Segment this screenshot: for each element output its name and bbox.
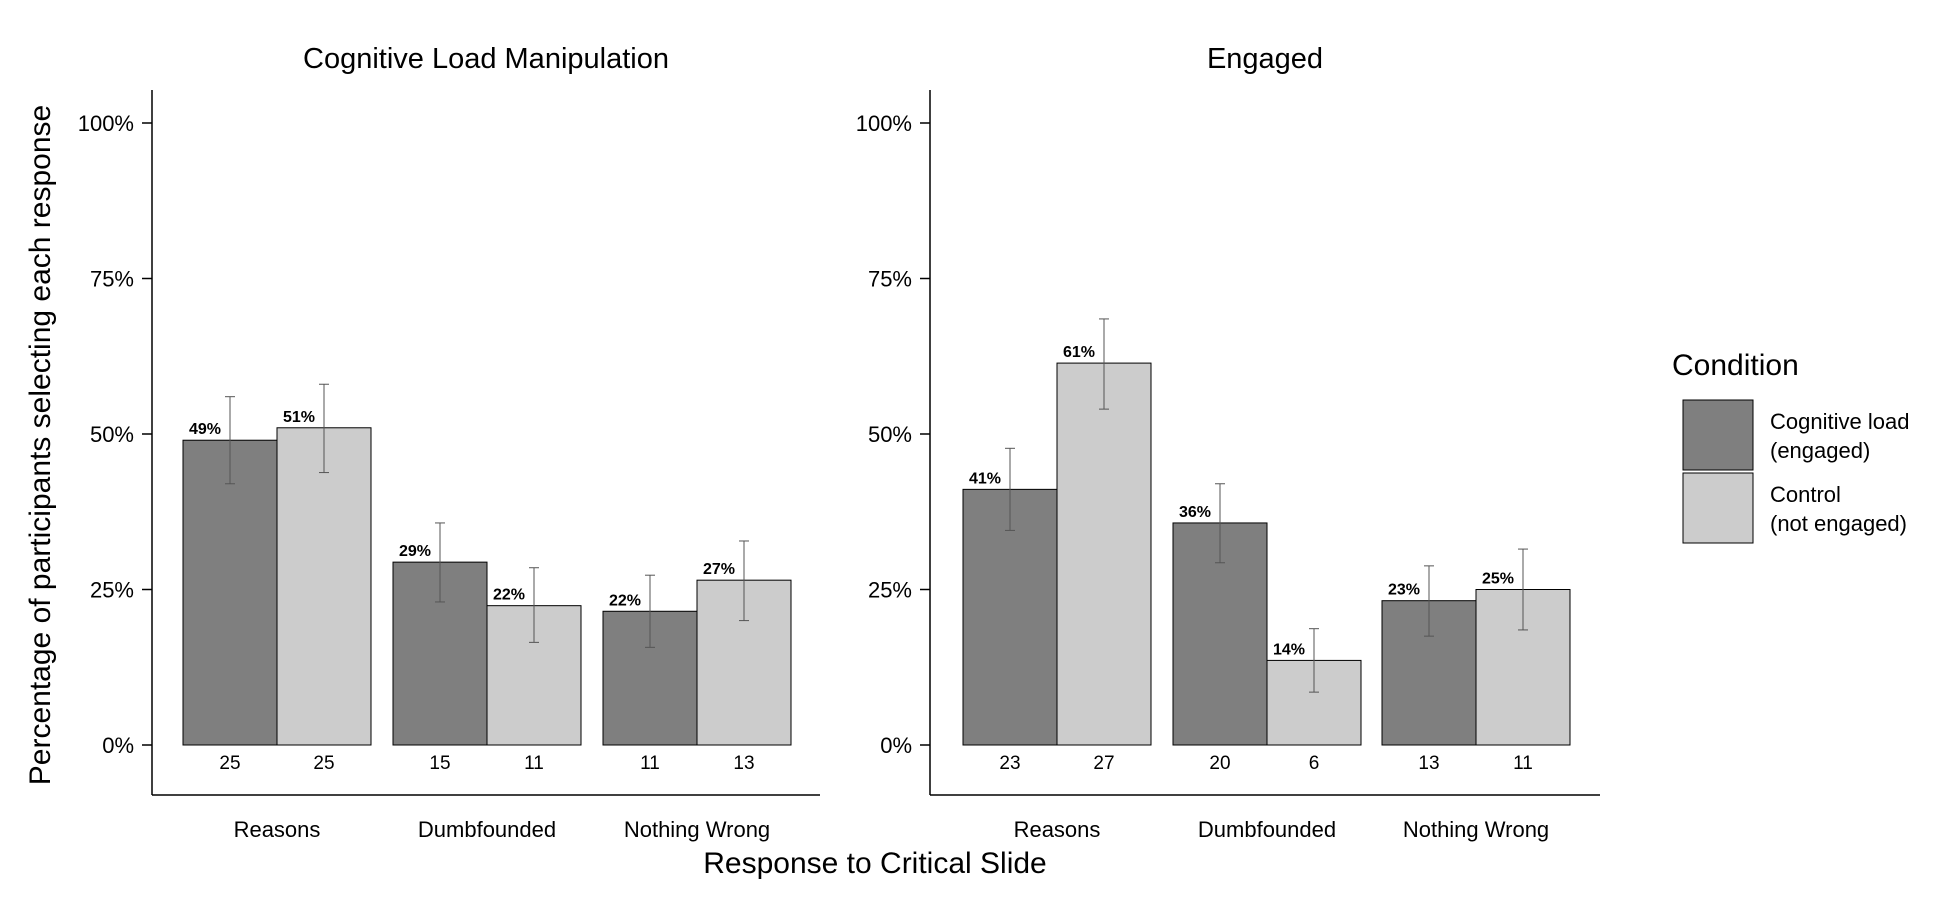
legend-label: (engaged) [1770, 438, 1870, 463]
y-tick-label: 100% [856, 111, 912, 136]
bar [182, 439, 278, 746]
data-label: 25% [1482, 571, 1514, 588]
bar [962, 488, 1058, 746]
y-tick-label: 75% [90, 267, 134, 292]
panel-2: Engaged 0% 25% 50% 75% 100% 41% 23 61% 27 Reasons 3… [856, 43, 1600, 842]
legend-entries: Cognitive load (engaged) Control (not engag… [1682, 399, 1909, 544]
x-tick-label: Reasons [234, 817, 321, 842]
legend-swatch [1682, 472, 1754, 544]
panel-title: Cognitive Load Manipulation [303, 43, 669, 75]
y-tick-label: 75% [868, 267, 912, 292]
y-tick-label: 100% [78, 111, 134, 136]
legend-title: Condition [1672, 349, 1799, 382]
count-label: 25 [219, 753, 240, 774]
data-label: 29% [399, 543, 431, 560]
panel-title: Engaged [1207, 43, 1323, 75]
x-tick-label: Dumbfounded [1198, 817, 1336, 842]
legend-label: Control [1770, 482, 1841, 507]
legend: Condition Cognitive load (engaged) Control… [1672, 349, 1909, 544]
x-tick-label: Nothing Wrong [624, 817, 770, 842]
count-label: 13 [1418, 753, 1439, 774]
count-label: 11 [524, 753, 544, 774]
count-label: 23 [999, 753, 1020, 774]
bar [276, 427, 372, 746]
legend-swatch [1682, 399, 1754, 471]
bar [1056, 362, 1152, 746]
data-label: 23% [1388, 582, 1420, 599]
data-label: 41% [969, 470, 1001, 487]
legend-label: Cognitive load [1770, 409, 1909, 434]
y-axis-title: Percentage of participants selecting eac… [24, 105, 57, 785]
count-label: 27 [1093, 753, 1114, 774]
data-label: 51% [283, 409, 315, 426]
data-label: 27% [703, 561, 735, 578]
x-tick-label: Reasons [1014, 817, 1101, 842]
data-label: 22% [609, 592, 641, 609]
count-label: 20 [1209, 753, 1230, 774]
x-tick-label: Nothing Wrong [1403, 817, 1549, 842]
y-tick-label: 0% [102, 733, 134, 758]
y-tick-label: 50% [868, 422, 912, 447]
count-label: 25 [313, 753, 334, 774]
y-tick-label: 50% [90, 422, 134, 447]
y-tick-label: 0% [880, 733, 912, 758]
y-tick-label: 25% [868, 578, 912, 603]
data-label: 49% [189, 421, 221, 438]
x-axis-title: Response to Critical Slide [703, 847, 1047, 880]
x-tick-label: Dumbfounded [418, 817, 556, 842]
count-label: 15 [429, 753, 450, 774]
panels-layer: Cognitive Load Manipulation 0% 25% 50% 75% 10… [78, 43, 1600, 842]
count-label: 11 [640, 753, 660, 774]
panel-1: Cognitive Load Manipulation 0% 25% 50% 75% 10… [78, 43, 820, 842]
data-label: 22% [493, 587, 525, 604]
y-tick-label: 25% [90, 578, 134, 603]
legend-label: (not engaged) [1770, 511, 1907, 536]
count-label: 13 [733, 753, 754, 774]
data-label: 14% [1273, 641, 1305, 658]
count-label: 6 [1309, 753, 1320, 774]
data-label: 36% [1179, 504, 1211, 521]
data-label: 61% [1063, 344, 1095, 361]
count-label: 11 [1513, 753, 1533, 774]
